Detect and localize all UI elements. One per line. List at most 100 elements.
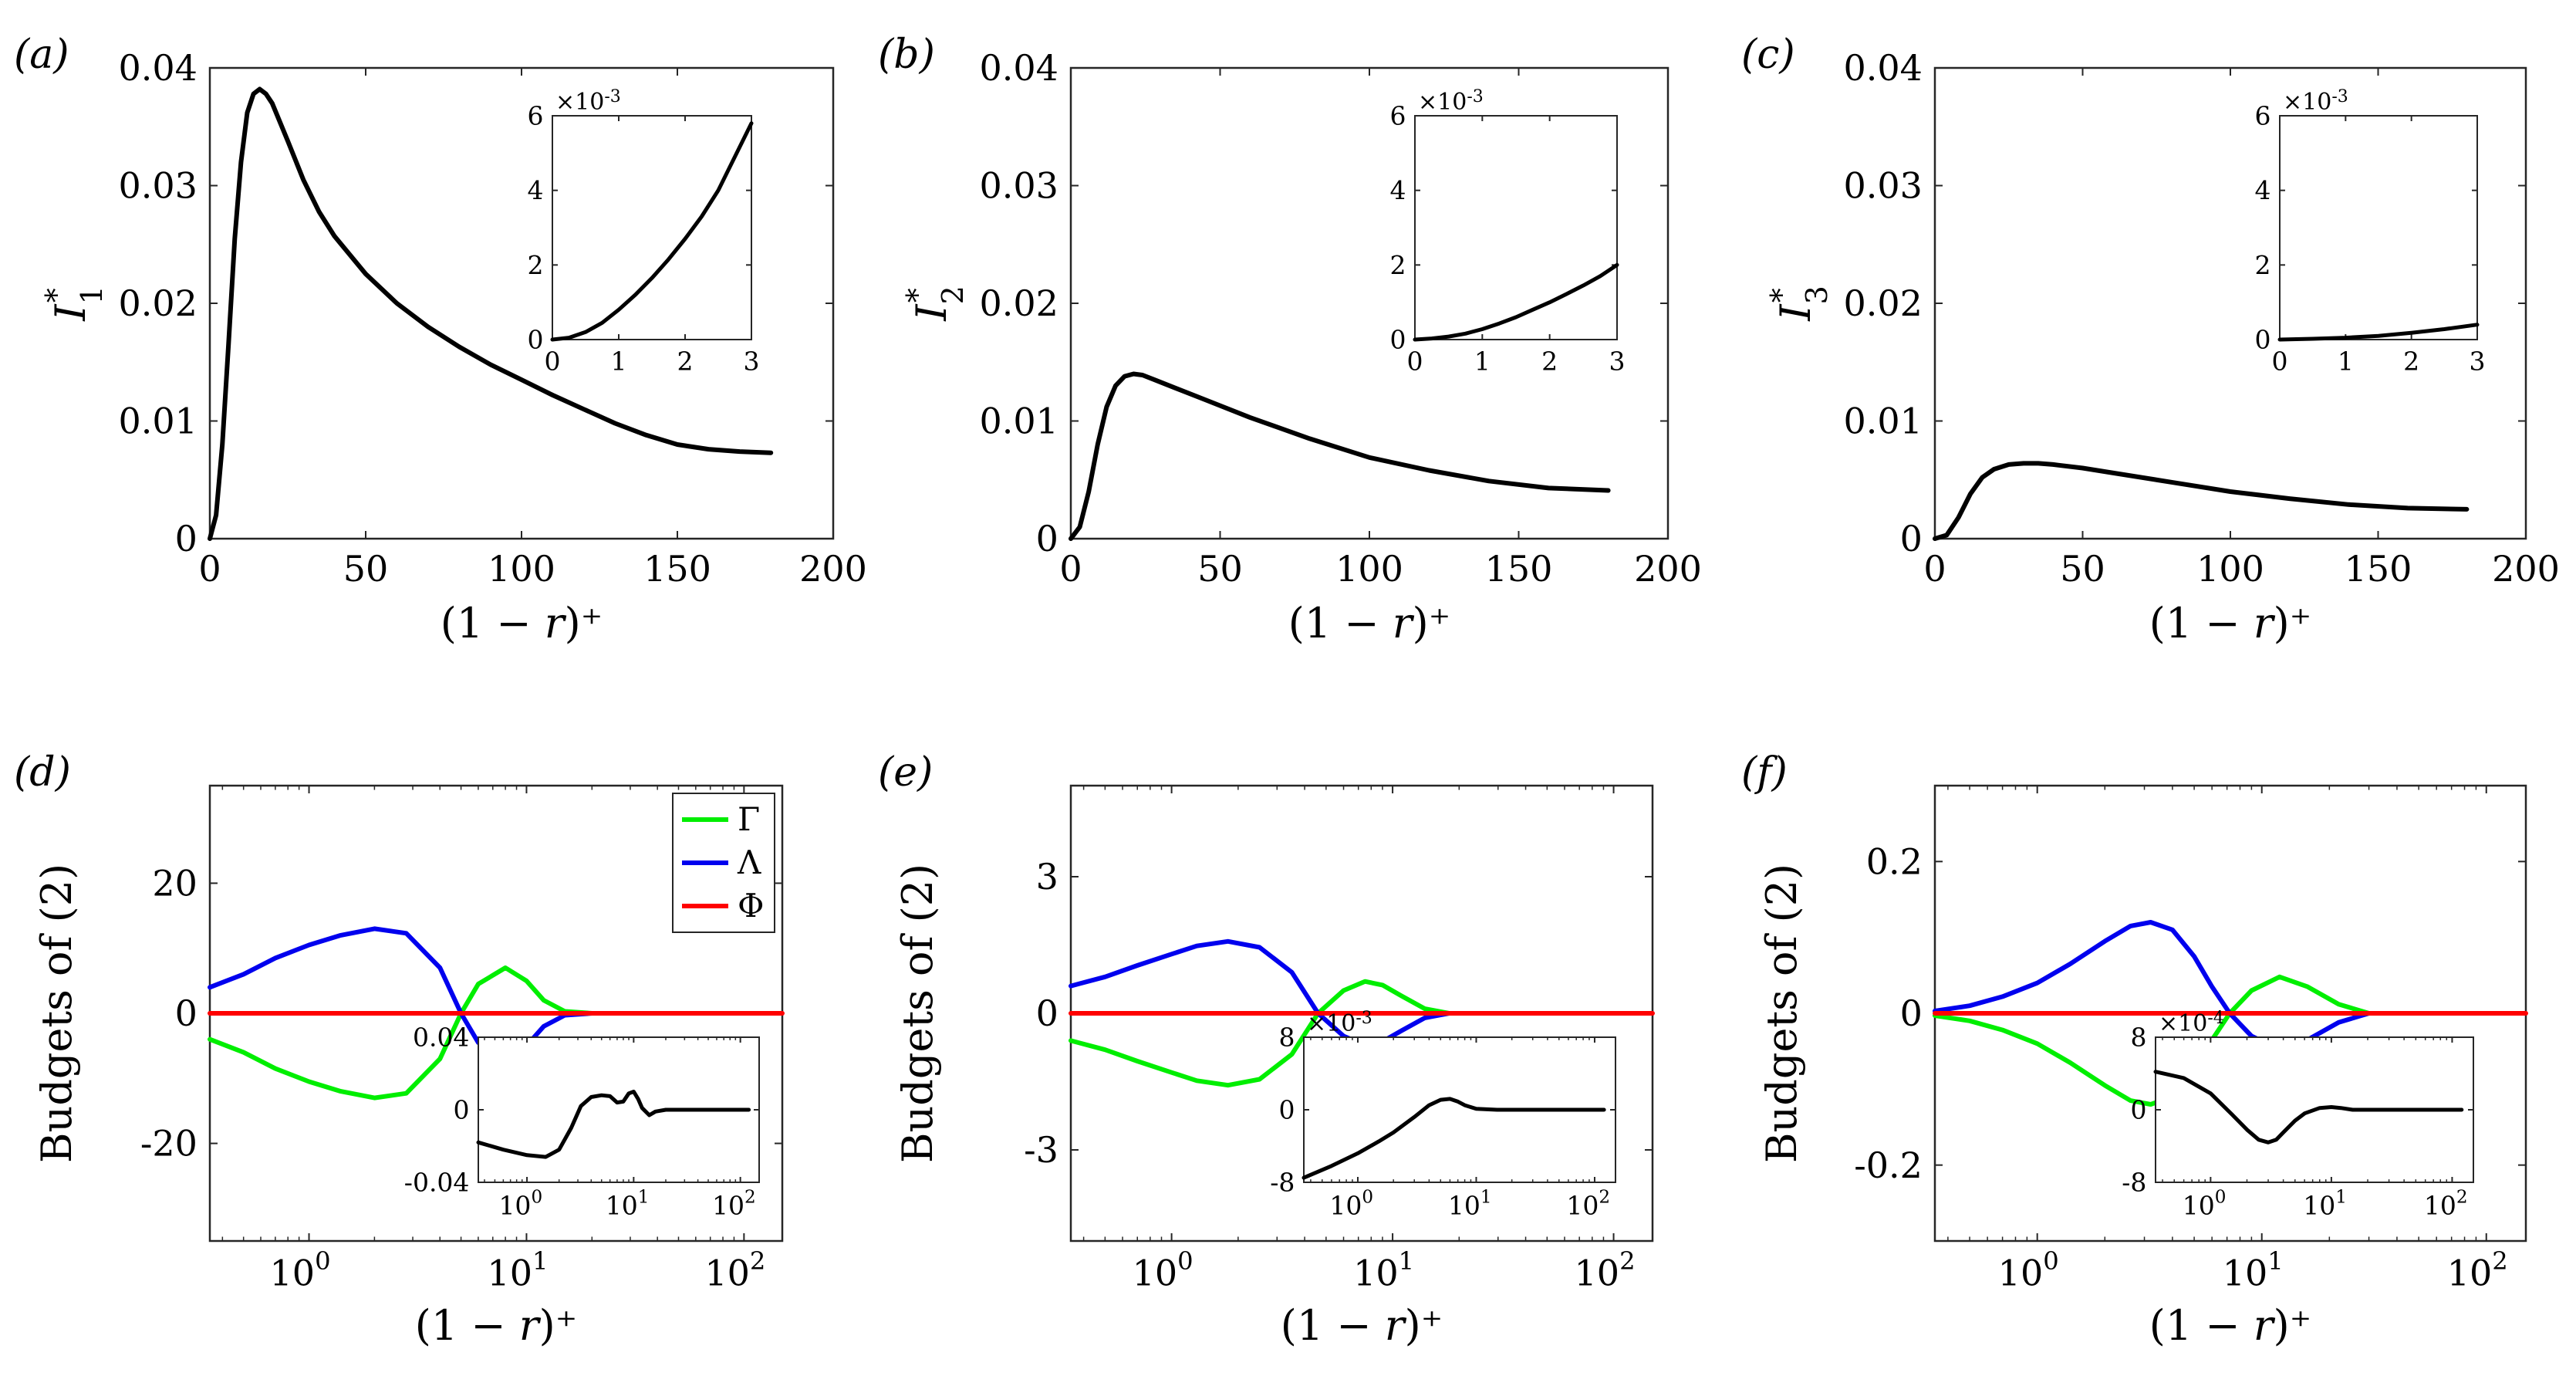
y-axis-label-f: Budgets of (2) <box>1757 864 1806 1163</box>
y-tick-label: -0.04 <box>404 1168 470 1198</box>
y-tick-label: -20 <box>140 1123 198 1165</box>
y-tick-label: 0.02 <box>979 282 1058 324</box>
x-tick-label: 1 <box>2338 347 2354 377</box>
legend-label: Γ <box>738 800 760 838</box>
x-tick-label: 101 <box>2223 1246 2284 1294</box>
x-tick-label: 100 <box>498 1187 542 1220</box>
y-tick-label: 0 <box>2130 1095 2146 1125</box>
x-tick-label: 102 <box>1566 1187 1610 1220</box>
series-line-Λ <box>208 926 616 1061</box>
x-tick-label: 100 <box>1998 1246 2059 1294</box>
y-tick-label: 0.04 <box>1843 47 1922 89</box>
y-tick-label: 8 <box>2130 1023 2146 1053</box>
x-tick-label: 150 <box>2345 548 2412 590</box>
x-tick-label: 1 <box>611 347 627 377</box>
inset-a: 0 1 2 3 0 2 4 6 ×10-3 <box>527 87 759 377</box>
y-exponent-label: ×10-3 <box>2283 87 2348 116</box>
y-tick-label: 2 <box>2254 250 2270 280</box>
panel-label-c: (c) <box>1741 32 1795 78</box>
y-tick-label: 0.02 <box>1843 282 1922 324</box>
x-axis-label-c: (1 − r)⁺ <box>2149 599 2311 647</box>
legend-d: ΓΛΦ <box>672 793 775 933</box>
x-tick-label: 50 <box>2060 548 2105 590</box>
inset-c: 0 1 2 3 0 2 4 6 ×10-3 <box>2254 87 2485 377</box>
series-line-Γ <box>208 965 616 1101</box>
inset-e: 100 101 102 -8 0 8 ×10-3 <box>1270 1009 1616 1220</box>
x-axis-label-a: (1 − r)⁺ <box>441 599 603 647</box>
x-tick-label: 0 <box>1407 347 1423 377</box>
x-tick-label: 200 <box>1634 548 1702 590</box>
x-tick-label: 2 <box>677 347 694 377</box>
y-tick-label: 4 <box>1389 175 1406 205</box>
series-line-I2* <box>1069 371 1611 541</box>
y-exponent-label: ×10-3 <box>555 87 621 116</box>
y-tick-label: -8 <box>1270 1168 1295 1198</box>
panel-label-b: (b) <box>878 32 935 78</box>
x-axis-label-e: (1 − r)⁺ <box>1281 1301 1443 1350</box>
y-tick-label: 0.2 <box>1866 840 1923 882</box>
inset-frame <box>2279 115 2478 340</box>
y-axis-label-b: I2* <box>900 286 970 322</box>
series-line-Λ <box>1069 938 1484 1048</box>
inset-frame <box>1414 115 1618 340</box>
y-tick-label: 0.04 <box>413 1023 469 1053</box>
series-line-curve <box>476 1090 751 1159</box>
y-tick-label: 0 <box>175 518 198 560</box>
x-tick-label: 200 <box>2492 548 2560 590</box>
x-tick-label: 3 <box>1609 347 1626 377</box>
y-tick-label: 0 <box>1036 518 1058 560</box>
x-tick-label: 100 <box>1335 548 1403 590</box>
y-exponent-label: ×10-3 <box>1307 1009 1372 1037</box>
y-tick-label: 0 <box>527 325 543 355</box>
y-tick-label: 0 <box>1278 1095 1295 1125</box>
x-tick-label: 101 <box>2303 1187 2347 1220</box>
y-tick-label: 0 <box>1036 992 1058 1034</box>
x-tick-label: 102 <box>1575 1246 1636 1294</box>
x-tick-label: 100 <box>270 1246 331 1294</box>
panel-label-e: (e) <box>878 749 933 796</box>
x-tick-label: 101 <box>606 1187 650 1220</box>
x-tick-label: 0 <box>545 347 561 377</box>
x-tick-label: 100 <box>1329 1187 1373 1220</box>
series-line-I3* <box>1933 461 2470 541</box>
x-tick-label: 50 <box>343 548 389 590</box>
panel-label-a: (a) <box>14 32 69 78</box>
x-tick-label: 0 <box>198 548 221 590</box>
y-tick-label: 0.04 <box>118 47 197 89</box>
y-tick-label: -3 <box>1024 1129 1058 1171</box>
series-line-curve <box>1302 1097 1606 1180</box>
y-tick-label: 0 <box>1900 992 1923 1034</box>
panel-label-d: (d) <box>14 749 71 796</box>
x-tick-label: 102 <box>2447 1246 2508 1294</box>
x-tick-label: 100 <box>1133 1246 1193 1294</box>
series-line-curve <box>550 121 754 342</box>
y-tick-label: 0.03 <box>1843 165 1922 207</box>
y-tick-label: 0 <box>1389 325 1406 355</box>
y-tick-label: 20 <box>152 863 198 904</box>
y-exponent-label: ×10-4 <box>2159 1009 2224 1037</box>
y-tick-label: 0 <box>175 992 198 1034</box>
y-tick-label: 2 <box>1389 250 1406 280</box>
x-tick-label: 1 <box>1474 347 1491 377</box>
x-tick-label: 0 <box>2272 347 2288 377</box>
series-line-Γ <box>1069 979 1484 1088</box>
y-tick-label: 0 <box>453 1095 469 1125</box>
x-tick-label: 100 <box>488 548 555 590</box>
x-tick-label: 101 <box>1448 1187 1492 1220</box>
y-tick-label: -0.2 <box>1854 1144 1923 1186</box>
series-line-curve <box>1413 262 1619 342</box>
y-tick-label: 0.03 <box>118 165 197 207</box>
y-tick-label: 2 <box>527 250 543 280</box>
legend-label: Φ <box>738 887 764 925</box>
inset-f: 100 101 102 -8 0 8 ×10-4 <box>2122 1009 2474 1220</box>
x-tick-label: 150 <box>1485 548 1553 590</box>
y-tick-label: 0.01 <box>118 401 197 442</box>
y-tick-label: 0.01 <box>979 401 1058 442</box>
x-tick-label: 100 <box>2196 548 2264 590</box>
y-axis-label-a: I1* <box>39 286 109 322</box>
y-tick-label: 3 <box>1036 856 1058 898</box>
legend-label: Λ <box>737 844 761 881</box>
x-axis-label-d: (1 − r)⁺ <box>415 1301 577 1350</box>
